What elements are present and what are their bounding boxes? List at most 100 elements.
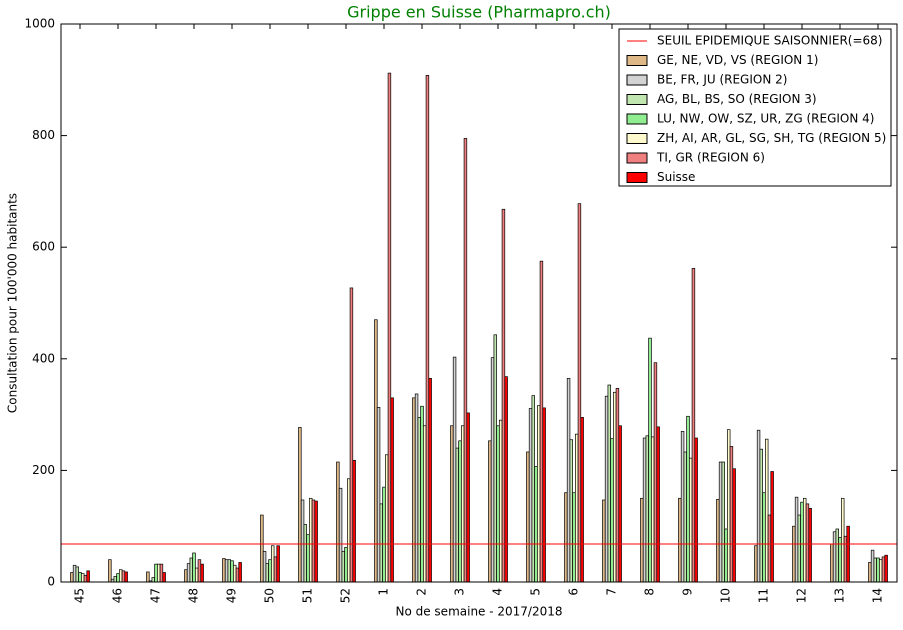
bar xyxy=(303,524,307,583)
bar xyxy=(298,427,302,583)
bar xyxy=(640,497,644,583)
bar xyxy=(230,560,234,583)
bar xyxy=(463,138,468,583)
bar xyxy=(830,543,834,583)
bar xyxy=(195,567,199,583)
bar xyxy=(306,534,310,583)
bar xyxy=(311,499,316,583)
bar xyxy=(72,564,77,583)
x-tick-label: 11 xyxy=(757,588,771,603)
bar xyxy=(162,572,166,583)
bar xyxy=(75,566,79,583)
legend-label: ZH, AI, AR, GL, SG, SH, TG (REGION 5) xyxy=(657,131,886,145)
y-tick-label: 1000 xyxy=(24,17,55,31)
bar xyxy=(265,563,269,583)
bar xyxy=(762,492,766,583)
bar xyxy=(800,501,804,583)
bar xyxy=(157,563,161,583)
bar xyxy=(458,440,462,583)
x-tick-label: 3 xyxy=(453,588,467,596)
bar xyxy=(379,503,383,583)
bar xyxy=(680,430,685,583)
bar xyxy=(81,573,85,583)
bar xyxy=(846,525,850,583)
bar xyxy=(577,203,582,583)
bar xyxy=(222,558,226,583)
bar xyxy=(564,492,568,583)
bar xyxy=(572,492,576,583)
bar xyxy=(868,562,872,583)
bar xyxy=(276,545,280,583)
x-tick-label: 45 xyxy=(73,588,87,603)
bar xyxy=(227,559,231,583)
bar xyxy=(808,507,812,583)
bar xyxy=(309,497,313,583)
bar xyxy=(651,436,655,583)
x-tick-label: 52 xyxy=(339,588,353,603)
bar xyxy=(154,563,158,583)
bar xyxy=(729,446,734,583)
bar xyxy=(678,497,682,583)
bar xyxy=(884,554,888,583)
bar xyxy=(759,448,763,583)
bar xyxy=(694,437,698,583)
bar xyxy=(610,438,614,583)
bar xyxy=(531,395,535,583)
bar xyxy=(300,499,305,583)
bar xyxy=(604,395,609,583)
legend-swatch xyxy=(626,172,648,183)
y-axis-label: Consultation pour 100'000 habitants xyxy=(6,193,20,413)
bar xyxy=(344,547,348,583)
bar xyxy=(488,440,492,583)
x-tick-label: 14 xyxy=(871,588,885,603)
bar xyxy=(271,545,275,583)
bar xyxy=(528,408,533,583)
bar xyxy=(116,573,120,583)
legend-swatch xyxy=(626,113,648,125)
x-axis-label: No de semaine - 2017/2018 xyxy=(395,605,562,619)
x-tick-label: 9 xyxy=(681,588,695,596)
x-tick-label: 48 xyxy=(187,588,201,603)
bar xyxy=(314,500,318,583)
x-tick-label: 10 xyxy=(719,588,733,603)
y-tick-label: 200 xyxy=(32,463,55,477)
bar xyxy=(119,569,123,583)
bar xyxy=(504,376,508,583)
bar xyxy=(452,356,457,583)
bar xyxy=(756,429,761,583)
bar xyxy=(566,377,571,583)
legend-label: GE, NE, VD, VS (REGION 1) xyxy=(657,53,818,67)
x-tick-label: 50 xyxy=(263,588,277,603)
bar xyxy=(754,545,758,583)
bar xyxy=(841,497,845,583)
bar xyxy=(607,384,611,583)
x-tick-label: 51 xyxy=(301,588,315,603)
x-tick-label: 13 xyxy=(833,588,847,603)
bar xyxy=(86,570,90,583)
chart-title: Grippe en Suisse (Pharmapro.ch) xyxy=(347,3,611,22)
bar xyxy=(200,563,204,583)
bar xyxy=(575,433,579,583)
bar xyxy=(78,572,82,583)
bar xyxy=(262,550,267,583)
bar xyxy=(873,557,877,583)
bar xyxy=(803,497,807,583)
bar xyxy=(124,571,128,583)
y-tick-label: 400 xyxy=(32,351,55,365)
bar xyxy=(260,514,264,583)
bar xyxy=(108,559,112,583)
bar xyxy=(347,478,351,583)
bar xyxy=(420,405,424,583)
bar xyxy=(653,362,658,583)
bar xyxy=(233,564,237,583)
bar xyxy=(376,406,381,583)
bar xyxy=(341,550,345,583)
legend-swatch xyxy=(626,74,648,86)
x-tick-label: 49 xyxy=(225,588,239,603)
bar xyxy=(268,559,272,583)
bar xyxy=(496,425,500,583)
legend-label: BE, FR, JU (REGION 2) xyxy=(657,73,787,87)
bar xyxy=(569,439,573,583)
legend-label: Suisse xyxy=(657,170,695,184)
bar xyxy=(121,570,126,583)
